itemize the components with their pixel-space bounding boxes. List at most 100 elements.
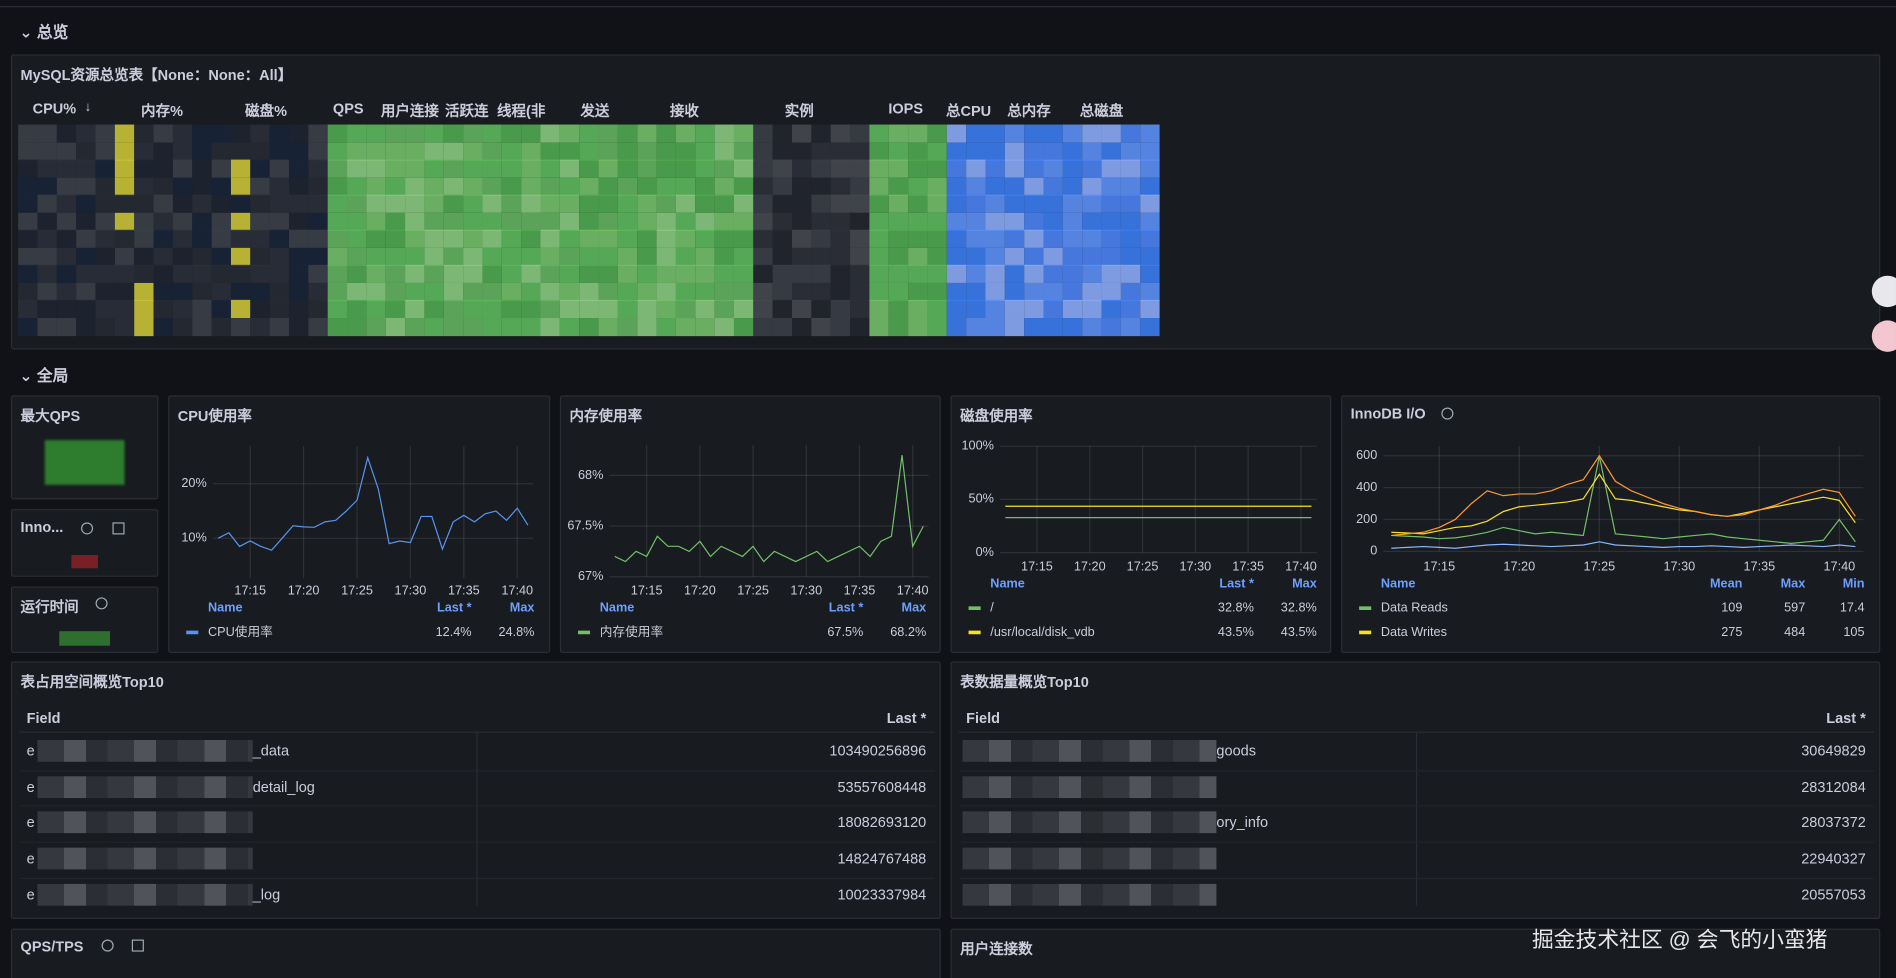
blurred-cell xyxy=(637,124,657,143)
blurred-cell xyxy=(675,229,696,248)
info-icon[interactable] xyxy=(81,522,94,535)
blurred-cell xyxy=(385,124,406,143)
blurred-cell xyxy=(1004,282,1025,301)
blurred-cell xyxy=(211,142,231,161)
blurred-cell xyxy=(172,124,193,143)
blurred-cell xyxy=(869,194,889,213)
row-rule xyxy=(958,805,1875,807)
blurred-cell xyxy=(366,177,386,196)
blurred-cell xyxy=(1120,317,1141,336)
blurred-cell xyxy=(1024,282,1044,301)
blurred-cell xyxy=(637,317,657,336)
blurred-cell xyxy=(211,317,231,336)
blurred-cell xyxy=(521,159,541,178)
field-text: e xyxy=(26,886,35,904)
blurred-cell xyxy=(850,247,870,266)
blurred-cell xyxy=(1004,317,1025,336)
blurred-cell xyxy=(76,124,96,143)
blurred-cell xyxy=(250,142,270,161)
blurred-cell xyxy=(1043,282,1063,301)
section-header[interactable]: ⌄ 全局 xyxy=(19,366,69,385)
blurred-cell xyxy=(37,229,57,248)
blurred-cell xyxy=(501,124,522,143)
blurred-cell xyxy=(56,317,77,336)
blurred-cell xyxy=(18,212,38,231)
blurred-cell xyxy=(114,142,135,161)
blurred-cell xyxy=(114,212,135,231)
blurred-cell xyxy=(753,212,773,231)
float-button[interactable] xyxy=(1871,320,1896,352)
blurred-cell xyxy=(114,194,135,213)
info-icon[interactable] xyxy=(101,939,114,952)
blurred-cell xyxy=(888,299,909,319)
blurred-cell xyxy=(559,229,580,248)
blurred-cell xyxy=(1140,142,1160,161)
blurred-cell xyxy=(946,194,967,213)
chart-panel: 内存使用率 67% 67.5% 68% 17:15 17:20 17:25 17:30 17:3… xyxy=(559,395,941,653)
float-button[interactable] xyxy=(1871,275,1896,308)
blurred-cell xyxy=(172,264,193,283)
blurred-cell xyxy=(482,159,502,178)
blurred-cell xyxy=(985,194,1005,213)
blurred-cell xyxy=(1120,142,1141,161)
section-header[interactable]: ⌄ 总览 xyxy=(19,22,69,42)
section-title: 全局 xyxy=(36,366,69,385)
info-icon[interactable] xyxy=(1441,407,1454,420)
blurred-cell xyxy=(656,247,676,266)
blurred-cell xyxy=(811,264,831,283)
blurred-cell xyxy=(521,264,541,283)
blurred-cell xyxy=(1043,247,1063,266)
top-border xyxy=(0,6,1896,8)
x-tick-label: 17:20 xyxy=(1074,559,1106,573)
blurred-cell xyxy=(327,282,348,301)
y-tick-label: 600 xyxy=(1356,448,1377,462)
blurred-cell xyxy=(811,177,831,196)
blurred-cell xyxy=(482,264,502,283)
blurred-cell xyxy=(850,142,870,161)
blurred-cell xyxy=(540,299,560,319)
blurred-cell xyxy=(192,264,212,283)
blurred-cell xyxy=(269,124,289,143)
blurred-cell xyxy=(1082,212,1102,231)
blurred-cell xyxy=(269,247,289,266)
blurred-cell xyxy=(288,264,309,283)
blurred-cell xyxy=(288,317,309,336)
link-icon[interactable] xyxy=(131,939,144,952)
blurred-field xyxy=(37,847,253,870)
blurred-cell xyxy=(501,282,522,301)
blurred-cell xyxy=(172,194,193,213)
blurred-cell xyxy=(76,159,96,178)
link-icon[interactable] xyxy=(112,522,125,535)
blurred-cell xyxy=(37,159,57,178)
blurred-cell xyxy=(521,282,541,301)
blurred-cell xyxy=(617,194,638,213)
blurred-cell xyxy=(308,317,328,336)
blurred-cell xyxy=(327,194,348,213)
blurred-cell xyxy=(540,212,560,231)
blurred-cell xyxy=(385,194,406,213)
panel-title: Inno... xyxy=(20,518,64,536)
blurred-cell xyxy=(598,282,618,301)
column-header: 用户连接 xyxy=(380,102,439,120)
field-text: goods xyxy=(1216,742,1256,760)
blurred-cell xyxy=(366,317,386,336)
stat-panel: 运行时间 xyxy=(10,586,159,653)
blurred-cell xyxy=(521,229,541,248)
blurred-cell xyxy=(850,299,870,319)
blurred-cell xyxy=(443,194,464,213)
column-header: 总磁盘 xyxy=(1079,102,1124,120)
blurred-cell xyxy=(443,159,464,178)
blurred-cell xyxy=(1043,124,1063,143)
info-icon[interactable] xyxy=(95,597,108,610)
blurred-cell xyxy=(617,177,638,196)
sort-icon: ↓ xyxy=(84,100,92,115)
field-text: e xyxy=(26,742,35,760)
blurred-cell xyxy=(869,264,889,283)
y-tick-label: 0 xyxy=(1370,544,1377,558)
legend-header: Name xyxy=(208,601,243,615)
row-rule xyxy=(19,841,935,843)
blurred-cell xyxy=(927,212,947,231)
legend-value: 43.5% xyxy=(1281,625,1317,639)
blurred-cell xyxy=(792,194,812,213)
legend-header: Last * xyxy=(829,601,864,615)
